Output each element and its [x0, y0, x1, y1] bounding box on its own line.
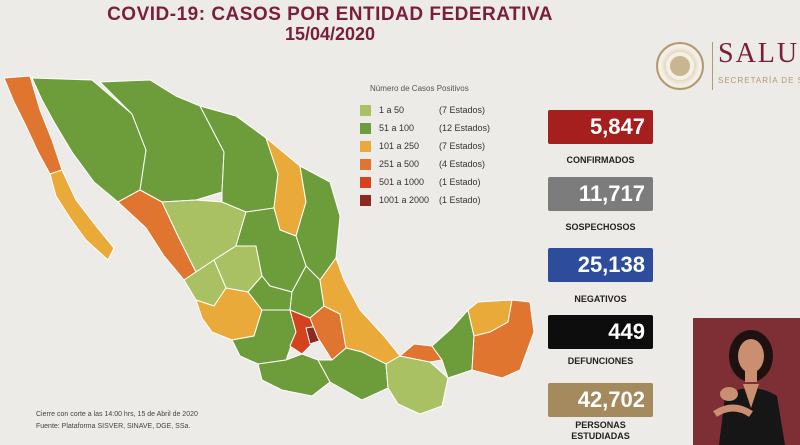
sospechosos-label: SOSPECHOSOS [565, 222, 636, 232]
estudiadas-label-2: ESTUDIADAS [571, 431, 630, 441]
state-quintana-roo [471, 299, 535, 379]
legend-swatch [360, 140, 371, 152]
legend-range: 1 a 50 [379, 105, 405, 115]
legend-count: (1 Estado) [439, 177, 481, 187]
legend-range: 1001 a 2000 [379, 195, 430, 205]
mexico-map [3, 75, 535, 415]
legend-swatch [360, 122, 371, 134]
state-baja-california-sur [49, 169, 115, 261]
estudiadas-value: 42,702 [548, 383, 653, 417]
negativos-value: 25,138 [548, 248, 653, 282]
legend-swatch [360, 158, 371, 170]
sign-language-interpreter [693, 318, 800, 445]
legend-count: (7 Estados) [439, 141, 486, 151]
page-title: COVID-19: CASOS POR ENTIDAD FEDERATIVA [107, 4, 553, 25]
legend-swatch [360, 176, 371, 188]
state-campeche [431, 308, 475, 379]
legend-item: 251 a 500 (4 Estados) [360, 155, 520, 173]
legend: Número de Casos Positivos 1 a 50 (7 Estad… [360, 84, 520, 209]
footer-cutoff: Cierre con corte a las 14:00 hrs, 15 de … [36, 411, 198, 418]
defunciones-label: DEFUNCIONES [567, 356, 634, 366]
page-date: 15/04/2020 [284, 24, 376, 44]
negativos-label: NEGATIVOS [574, 294, 627, 304]
legend-item: 101 a 250 (7 Estados) [360, 137, 520, 155]
legend-swatch [360, 104, 371, 116]
state-chihuahua [98, 79, 225, 203]
salud-logo: SALU SECRETARÍA DE SA [652, 36, 800, 96]
legend-count: (7 Estados) [439, 105, 486, 115]
legend-range: 101 a 250 [379, 141, 420, 151]
legend-range: 501 a 1000 [379, 177, 425, 187]
footer-source: Fuente: Plataforma SISVER, SINAVE, DGE, … [36, 423, 191, 430]
legend-item: 501 a 1000 (1 Estado) [360, 173, 520, 191]
seal-icon [656, 42, 704, 90]
sospechosos-value: 11,717 [548, 177, 653, 211]
legend-item: 1 a 50 (7 Estados) [360, 101, 520, 119]
logo-main-text: SALU [718, 38, 800, 69]
legend-range: 251 a 500 [379, 159, 420, 169]
legend-swatch [360, 194, 371, 206]
legend-range: 51 a 100 [379, 123, 415, 133]
confirmados-label: CONFIRMADOS [566, 155, 635, 165]
legend-count: (1 Estado) [439, 195, 481, 205]
legend-count: (4 Estados) [439, 159, 486, 169]
legend-item: 1001 a 2000 (1 Estado) [360, 191, 520, 209]
logo-sub-text: SECRETARÍA DE SA [718, 76, 800, 85]
interpreter-image [693, 318, 800, 445]
state-chiapas [385, 355, 449, 415]
legend-count: (12 Estados) [439, 123, 491, 133]
confirmados-value: 5,847 [548, 110, 653, 144]
legend-item: 51 a 100 (12 Estados) [360, 119, 520, 137]
estudiadas-label-1: PERSONAS [575, 420, 626, 430]
legend-title: Número de Casos Positivos [370, 84, 469, 93]
defunciones-value: 449 [548, 315, 653, 349]
